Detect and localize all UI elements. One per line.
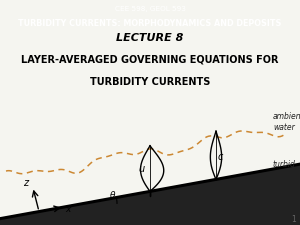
- Text: CEE 598, GEOL 593: CEE 598, GEOL 593: [115, 5, 185, 11]
- Text: turbid
water: turbid water: [273, 160, 296, 180]
- Text: ambient
water: ambient water: [273, 112, 300, 132]
- Text: x: x: [65, 205, 70, 214]
- Text: θ: θ: [110, 191, 115, 200]
- Polygon shape: [0, 164, 300, 225]
- Text: z: z: [23, 178, 28, 188]
- Text: LECTURE 8: LECTURE 8: [116, 33, 184, 43]
- Text: u: u: [139, 164, 145, 174]
- Text: TURBIDITY CURRENTS: MORPHODYNAMICS AND DEPOSITS: TURBIDITY CURRENTS: MORPHODYNAMICS AND D…: [18, 19, 282, 28]
- Text: TURBIDITY CURRENTS: TURBIDITY CURRENTS: [90, 77, 210, 87]
- Text: LAYER-AVERAGED GOVERNING EQUATIONS FOR: LAYER-AVERAGED GOVERNING EQUATIONS FOR: [21, 54, 279, 64]
- Text: c: c: [217, 152, 223, 162]
- Text: 1: 1: [291, 215, 296, 224]
